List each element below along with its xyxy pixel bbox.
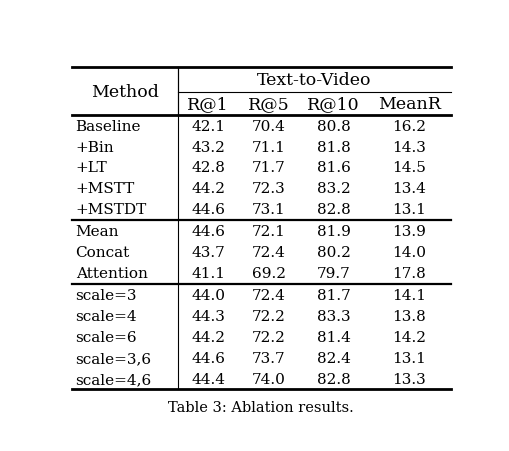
Text: 71.7: 71.7: [251, 161, 285, 175]
Text: 83.3: 83.3: [316, 310, 350, 324]
Text: 80.8: 80.8: [316, 120, 350, 133]
Text: Baseline: Baseline: [75, 120, 141, 133]
Text: 44.4: 44.4: [191, 372, 225, 386]
Text: 14.0: 14.0: [391, 246, 426, 260]
Text: Table 3: Ablation results.: Table 3: Ablation results.: [168, 400, 354, 414]
Text: 13.8: 13.8: [392, 310, 426, 324]
Text: Method: Method: [91, 83, 158, 101]
Text: Mean: Mean: [75, 225, 119, 239]
Text: 14.5: 14.5: [391, 161, 426, 175]
Text: 82.4: 82.4: [316, 351, 350, 365]
Text: 79.7: 79.7: [316, 267, 350, 281]
Text: 14.2: 14.2: [391, 331, 426, 345]
Text: 70.4: 70.4: [251, 120, 286, 133]
Text: 81.9: 81.9: [316, 225, 350, 239]
Text: 82.8: 82.8: [316, 372, 350, 386]
Text: 69.2: 69.2: [251, 267, 286, 281]
Text: 74.0: 74.0: [251, 372, 286, 386]
Text: 81.8: 81.8: [316, 140, 350, 154]
Text: scale=3: scale=3: [75, 289, 137, 303]
Text: 71.1: 71.1: [251, 140, 286, 154]
Text: 73.7: 73.7: [251, 351, 285, 365]
Text: 81.7: 81.7: [316, 289, 350, 303]
Text: 44.0: 44.0: [191, 289, 225, 303]
Text: MeanR: MeanR: [377, 96, 440, 113]
Text: Attention: Attention: [75, 267, 147, 281]
Text: 83.2: 83.2: [316, 182, 350, 196]
Text: scale=4: scale=4: [75, 310, 137, 324]
Text: 13.3: 13.3: [392, 372, 426, 386]
Text: 43.7: 43.7: [191, 246, 224, 260]
Text: +MSTDT: +MSTDT: [75, 202, 147, 216]
Text: 13.4: 13.4: [391, 182, 426, 196]
Text: 44.2: 44.2: [191, 331, 225, 345]
Text: 44.6: 44.6: [191, 202, 225, 216]
Text: 14.1: 14.1: [391, 289, 426, 303]
Text: 81.6: 81.6: [316, 161, 350, 175]
Text: 72.2: 72.2: [251, 310, 286, 324]
Text: 72.4: 72.4: [251, 289, 286, 303]
Text: 72.4: 72.4: [251, 246, 286, 260]
Text: scale=6: scale=6: [75, 331, 137, 345]
Text: 44.2: 44.2: [191, 182, 225, 196]
Text: Concat: Concat: [75, 246, 130, 260]
Text: 42.8: 42.8: [191, 161, 225, 175]
Text: Text-to-Video: Text-to-Video: [257, 72, 371, 89]
Text: 44.6: 44.6: [191, 225, 225, 239]
Text: +MSTT: +MSTT: [75, 182, 134, 196]
Text: +Bin: +Bin: [75, 140, 114, 154]
Text: 44.3: 44.3: [191, 310, 225, 324]
Text: scale=4,6: scale=4,6: [75, 372, 152, 386]
Text: 82.8: 82.8: [316, 202, 350, 216]
Text: 16.2: 16.2: [391, 120, 426, 133]
Text: R@1: R@1: [187, 96, 229, 113]
Text: 72.2: 72.2: [251, 331, 286, 345]
Text: 13.1: 13.1: [391, 202, 426, 216]
Text: R@5: R@5: [247, 96, 289, 113]
Text: 42.1: 42.1: [191, 120, 225, 133]
Text: 14.3: 14.3: [391, 140, 426, 154]
Text: R@10: R@10: [306, 96, 359, 113]
Text: 72.1: 72.1: [251, 225, 286, 239]
Text: 41.1: 41.1: [191, 267, 225, 281]
Text: 17.8: 17.8: [392, 267, 426, 281]
Text: 44.6: 44.6: [191, 351, 225, 365]
Text: 81.4: 81.4: [316, 331, 350, 345]
Text: 43.2: 43.2: [191, 140, 225, 154]
Text: 13.9: 13.9: [391, 225, 426, 239]
Text: 13.1: 13.1: [391, 351, 426, 365]
Text: 73.1: 73.1: [251, 202, 285, 216]
Text: +LT: +LT: [75, 161, 107, 175]
Text: scale=3,6: scale=3,6: [75, 351, 152, 365]
Text: 72.3: 72.3: [251, 182, 285, 196]
Text: 80.2: 80.2: [316, 246, 350, 260]
